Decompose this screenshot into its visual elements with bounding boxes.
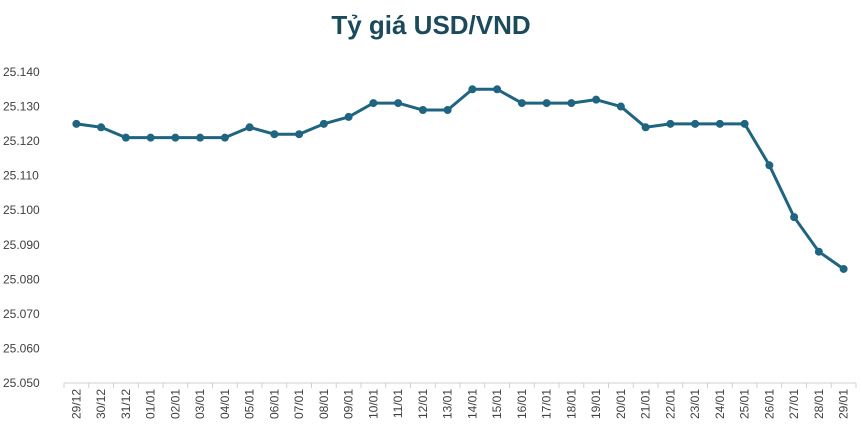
- x-tick-label: 08/01: [317, 389, 331, 419]
- y-tick-label: 25.080: [3, 272, 40, 286]
- x-tick-label: 29/12: [69, 389, 83, 419]
- data-point: [691, 119, 700, 128]
- x-tick-label: 06/01: [267, 389, 281, 419]
- y-tick-label: 25.140: [3, 65, 40, 79]
- x-axis: 29/12 30/12 31/12 01/01 02/01 03/01 04/01 05/01…: [63, 382, 857, 419]
- data-point: [616, 102, 625, 111]
- data-point: [765, 161, 774, 170]
- x-tick-label: 16/01: [515, 389, 529, 419]
- y-tick-label: 25.110: [3, 169, 39, 183]
- x-tick-label: 02/01: [168, 389, 182, 419]
- data-point: [394, 99, 403, 108]
- data-point: [146, 133, 155, 142]
- data-point: [97, 123, 106, 132]
- data-point: [839, 264, 848, 273]
- x-tick-label: 29/01: [837, 389, 851, 419]
- x-tick-label: 22/01: [663, 389, 677, 419]
- y-tick-label: 25.090: [3, 238, 40, 252]
- data-point: [740, 119, 749, 128]
- data-point: [295, 130, 304, 139]
- x-tick-label: 03/01: [193, 389, 207, 419]
- x-tick-label: 13/01: [441, 389, 455, 419]
- data-point: [121, 133, 130, 142]
- y-axis: 25.050 25.060 25.070 25.080 25.090 25.100 25.1…: [3, 65, 40, 390]
- x-tick-label: 24/01: [713, 389, 727, 419]
- x-tick-label: 07/01: [292, 389, 306, 419]
- series-line: [74, 87, 846, 271]
- plot-area: [72, 85, 848, 273]
- x-tick-label: 25/01: [738, 389, 752, 419]
- data-point: [245, 123, 254, 132]
- data-point: [319, 119, 328, 128]
- x-tick-label: 15/01: [490, 389, 504, 419]
- x-tick-label: 17/01: [540, 389, 554, 419]
- data-point: [641, 123, 650, 132]
- x-tick-label: 20/01: [614, 389, 628, 419]
- x-tick-label: 26/01: [762, 389, 776, 419]
- data-point: [715, 119, 724, 128]
- y-tick-label: 25.070: [3, 307, 40, 321]
- x-tick-label: 30/12: [94, 389, 108, 419]
- x-tick-label: 12/01: [416, 389, 430, 419]
- x-tick-label: 28/01: [812, 389, 826, 419]
- chart-title: Tỷ giá USD/VND: [331, 10, 531, 40]
- data-point: [270, 130, 279, 139]
- data-point: [418, 106, 427, 115]
- x-tick-label: 21/01: [639, 389, 653, 419]
- data-point: [344, 112, 353, 121]
- x-tick-label: 27/01: [787, 389, 801, 419]
- data-point: [493, 85, 502, 94]
- data-point: [171, 133, 180, 142]
- y-tick-label: 25.050: [3, 376, 40, 390]
- data-point: [196, 133, 205, 142]
- data-point: [666, 119, 675, 128]
- x-tick-label: 31/12: [119, 389, 133, 419]
- data-point: [592, 95, 601, 104]
- x-tick-label: 10/01: [366, 389, 380, 419]
- y-tick-label: 25.120: [3, 134, 40, 148]
- data-point: [369, 99, 378, 108]
- data-point: [220, 133, 229, 142]
- x-tick-label: 18/01: [564, 389, 578, 419]
- data-point: [72, 119, 81, 128]
- x-tick-label: 14/01: [465, 389, 479, 419]
- data-point: [517, 99, 526, 108]
- data-point: [542, 99, 551, 108]
- x-tick-label: 05/01: [243, 389, 257, 419]
- x-tick-label: 01/01: [144, 389, 158, 419]
- y-tick-label: 25.130: [3, 100, 40, 114]
- data-point: [443, 106, 452, 115]
- x-tick-label: 04/01: [218, 389, 232, 419]
- x-tick-label: 23/01: [688, 389, 702, 419]
- data-point: [814, 247, 823, 256]
- data-point: [567, 99, 576, 108]
- x-tick-label: 09/01: [342, 389, 356, 419]
- data-point: [790, 213, 799, 222]
- x-tick-label: 11/01: [391, 389, 405, 418]
- data-point: [468, 85, 477, 94]
- y-tick-label: 25.100: [3, 203, 40, 217]
- x-tick-label: 19/01: [589, 389, 603, 419]
- y-tick-label: 25.060: [3, 341, 40, 355]
